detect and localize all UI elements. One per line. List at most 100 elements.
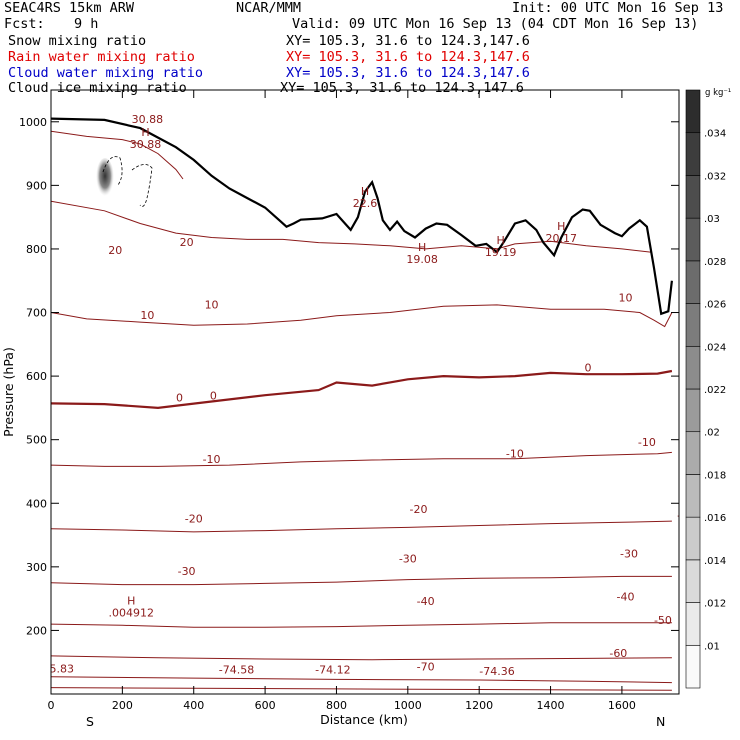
x-tick-label: 1400 xyxy=(537,699,565,712)
isotherm-10 xyxy=(51,304,673,328)
contour-label: -30 xyxy=(620,547,638,560)
cloud-ice-contour xyxy=(102,156,153,207)
model-title: SEAC4RS 15km ARW xyxy=(4,0,135,16)
contour-label: -74.12 xyxy=(315,664,350,677)
axes: 0 200 400 600 800 1000 1200 1400 160020030040050… xyxy=(19,90,679,712)
contour-label: -50 xyxy=(654,614,672,627)
colorbar-unit: g kg⁻¹ xyxy=(705,88,731,98)
forecast-hour: 9 h xyxy=(74,16,99,32)
colorbar-swatch xyxy=(685,644,701,689)
y-tick-label: 400 xyxy=(26,497,47,510)
field-name-snow: Snow mixing ratio xyxy=(8,33,147,49)
colorbar-swatch xyxy=(685,345,701,390)
snow-mixing-shading xyxy=(96,158,114,198)
contour-label: -70 xyxy=(417,660,435,673)
valid-time: Valid: 09 UTC Mon 16 Sep 13 (04 CDT Mon … xyxy=(292,16,699,32)
x-tick-label: 0 xyxy=(48,699,55,712)
x-tick-label: 1000 xyxy=(394,699,422,712)
y-tick-label: 500 xyxy=(26,434,47,447)
colorbar-tick-label: .02 xyxy=(704,428,720,439)
contour-label: 10 xyxy=(140,309,154,322)
colorbar-tick-label: .01 xyxy=(704,641,720,652)
colorbar-tick-label: .032 xyxy=(704,171,726,182)
y-tick-label: 600 xyxy=(26,370,47,383)
contour-label: -40 xyxy=(417,595,435,608)
colorbar-tick-label: .034 xyxy=(704,129,726,140)
x-tick-label: 200 xyxy=(112,699,133,712)
x-tick-label: 1200 xyxy=(465,699,493,712)
colorbar-tick-label: .028 xyxy=(704,257,726,268)
x-tick-label: 400 xyxy=(183,699,204,712)
y-tick-label: 700 xyxy=(26,307,47,320)
field-name-cloud-water: Cloud water mixing ratio xyxy=(8,65,204,81)
y-tick-label: 300 xyxy=(26,561,47,574)
x-axis-label: Distance (km) xyxy=(320,712,408,727)
colorbar-swatch xyxy=(685,260,701,304)
colorbar-tick-label: .012 xyxy=(704,599,726,610)
south-label: S xyxy=(86,714,94,729)
forecast-label: Fcst: xyxy=(4,16,45,32)
plot-frame xyxy=(50,89,680,695)
contour-label: -60 xyxy=(609,647,627,660)
contour-label: -10 xyxy=(506,447,524,460)
field-xy-rain: XY= 105.3, 31.6 to 124.3,147.6 xyxy=(286,49,530,65)
contour-label: 0 xyxy=(176,392,183,405)
contour-labels: 30.88 20 20 10 10 10 0 0 0 -10 -10 -10 -20 -20 -20 -30 -… xyxy=(49,113,695,678)
contour-label: 5.83 xyxy=(49,662,74,675)
contour-label: 20 xyxy=(180,236,194,249)
y-tick-label: 800 xyxy=(26,243,47,256)
field-xy-cloud-water: XY= 105.3, 31.6 to 124.3,147.6 xyxy=(286,65,530,81)
field-xy-cloud-ice: XY= 105.3, 31.6 to 124.3,147.6 xyxy=(280,80,524,96)
isotherm--10 xyxy=(51,451,672,467)
x-tick-label: 1600 xyxy=(608,699,636,712)
contour-label: 10 xyxy=(618,292,632,305)
extremum-marker: H xyxy=(141,126,149,139)
contour-label: -40 xyxy=(616,591,634,604)
isotherm-0 xyxy=(51,369,673,410)
isotherm--60 xyxy=(51,676,672,684)
contour-label: -74.58 xyxy=(219,664,254,677)
contour-label: -10 xyxy=(203,453,221,466)
colorbar-swatch xyxy=(685,516,701,561)
y-tick-label: 200 xyxy=(26,624,47,637)
contour-label: -20 xyxy=(677,509,695,522)
colorbar-swatch xyxy=(685,89,701,134)
contour-label: -20 xyxy=(410,503,428,516)
extremum-value: 19.08 xyxy=(406,253,438,266)
extremum-value: 22.6 xyxy=(353,197,378,210)
colorbar-tick-label: .022 xyxy=(704,385,726,396)
isotherm--30 xyxy=(51,575,672,586)
colorbar-swatch xyxy=(685,559,701,603)
colorbar-swatch xyxy=(685,217,701,262)
y-tick-label: 1000 xyxy=(19,116,47,129)
isotherm--50 xyxy=(51,655,672,661)
extremum-marker: H xyxy=(418,241,426,254)
isotherm-20 xyxy=(51,200,651,253)
extremum-value: 20.17 xyxy=(546,232,578,245)
extremum-marker: H xyxy=(127,594,135,607)
x-tick-label: 800 xyxy=(326,699,347,712)
extremum-marker: H xyxy=(361,185,369,198)
colorbar-swatch xyxy=(685,303,701,347)
colorbar-tick-label: .018 xyxy=(704,470,726,481)
extremum-marker: H xyxy=(496,234,504,247)
field-name-rain: Rain water mixing ratio xyxy=(8,49,195,65)
isotherm-layer xyxy=(51,130,673,691)
snow-blob xyxy=(96,156,153,207)
contour-label: -30 xyxy=(178,565,196,578)
y-tick-label: 900 xyxy=(26,179,47,192)
contour-label: -10 xyxy=(638,436,656,449)
y-axis-label: Pressure (hPa) xyxy=(1,347,16,437)
colorbar-tick-label: .03 xyxy=(704,214,720,225)
colorbar-swatch xyxy=(685,388,701,433)
colorbar: .01 .012 .014 .016 .018 .02 .022 .024 .026 .028 .0… xyxy=(685,88,731,689)
terrain-line xyxy=(51,117,673,316)
contour-label: -30 xyxy=(399,552,417,565)
contour-label: 30.88 xyxy=(132,113,164,126)
isotherm--20 xyxy=(51,520,672,533)
colorbar-swatch xyxy=(685,602,701,646)
colorbar-tick-label: .026 xyxy=(704,300,726,311)
colorbar-tick-label: .014 xyxy=(704,556,726,567)
